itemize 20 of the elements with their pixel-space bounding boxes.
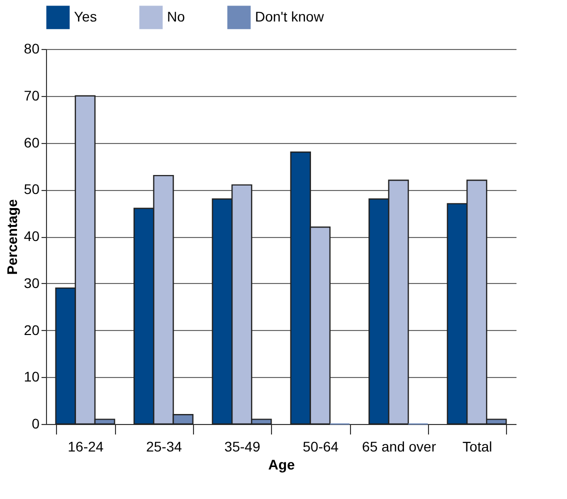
y-tick-label: 20 xyxy=(24,322,40,338)
x-axis-title: Age xyxy=(268,456,295,472)
x-tick-label: Total xyxy=(462,438,492,454)
legend-label: Yes xyxy=(74,8,97,24)
x-tick-label: 65 and over xyxy=(362,438,436,454)
y-tick-label: 50 xyxy=(24,181,40,198)
x-tick-label: 50-64 xyxy=(302,438,339,454)
y-tick-label: 80 xyxy=(24,40,40,56)
x-tick-label: 25-34 xyxy=(146,438,182,454)
x-tick-label: 16-24 xyxy=(68,438,104,454)
y-tick-label: 40 xyxy=(24,228,40,244)
y-tick-label: 0 xyxy=(32,416,40,432)
legend-label: No xyxy=(167,8,186,24)
y-tick-label: 30 xyxy=(24,274,40,291)
y-tick-label: 70 xyxy=(24,87,40,104)
y-tick-label: 10 xyxy=(24,368,40,385)
x-tick-label: 35-49 xyxy=(224,438,260,454)
legend-label: Don't know xyxy=(255,8,325,24)
y-axis-title: Percentage xyxy=(4,199,20,275)
y-tick-label: 60 xyxy=(24,134,40,150)
